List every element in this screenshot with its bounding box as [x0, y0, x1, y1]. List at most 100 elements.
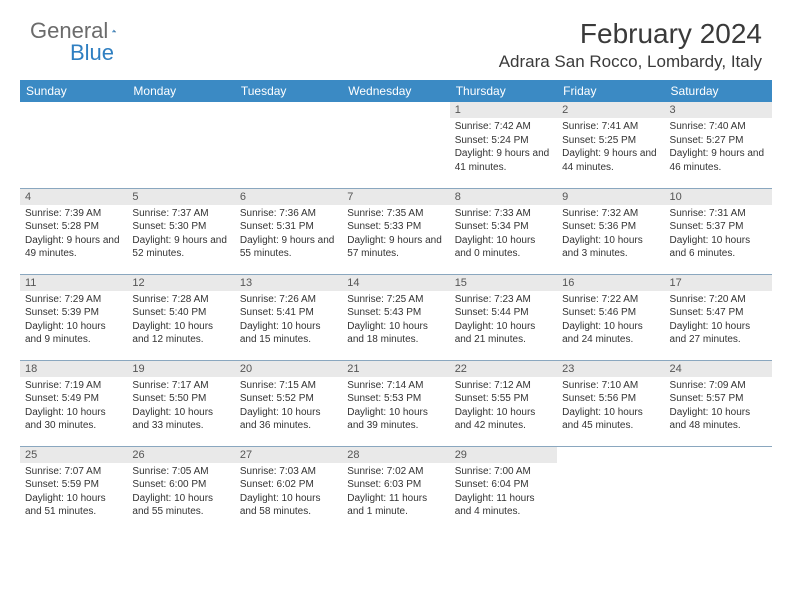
- sunrise-line: Sunrise: 7:40 AM: [670, 120, 767, 134]
- weekday-header: Friday: [557, 80, 664, 102]
- sunrise-line: Sunrise: 7:17 AM: [132, 379, 229, 393]
- calendar-day-cell: [235, 102, 342, 188]
- day-number: 8: [450, 189, 557, 205]
- sunset-line: Sunset: 5:41 PM: [240, 306, 337, 320]
- daylight-line: Daylight: 10 hours and 36 minutes.: [240, 406, 337, 433]
- calendar-day-cell: 25Sunrise: 7:07 AMSunset: 5:59 PMDayligh…: [20, 446, 127, 532]
- sunset-line: Sunset: 5:33 PM: [347, 220, 444, 234]
- calendar-week-row: 1Sunrise: 7:42 AMSunset: 5:24 PMDaylight…: [20, 102, 772, 188]
- calendar-day-cell: [665, 446, 772, 532]
- calendar-day-cell: [127, 102, 234, 188]
- sunset-line: Sunset: 6:03 PM: [347, 478, 444, 492]
- daylight-line: Daylight: 10 hours and 39 minutes.: [347, 406, 444, 433]
- sunset-line: Sunset: 5:43 PM: [347, 306, 444, 320]
- daylight-line: Daylight: 10 hours and 18 minutes.: [347, 320, 444, 347]
- calendar-day-cell: 9Sunrise: 7:32 AMSunset: 5:36 PMDaylight…: [557, 188, 664, 274]
- daylight-line: Daylight: 10 hours and 15 minutes.: [240, 320, 337, 347]
- day-details: Sunrise: 7:37 AMSunset: 5:30 PMDaylight:…: [127, 205, 234, 265]
- page-header: General February 2024 Adrara San Rocco, …: [0, 0, 792, 80]
- sunrise-line: Sunrise: 7:09 AM: [670, 379, 767, 393]
- sunset-line: Sunset: 5:59 PM: [25, 478, 122, 492]
- day-details: Sunrise: 7:19 AMSunset: 5:49 PMDaylight:…: [20, 377, 127, 437]
- calendar-day-cell: 16Sunrise: 7:22 AMSunset: 5:46 PMDayligh…: [557, 274, 664, 360]
- calendar-day-cell: 4Sunrise: 7:39 AMSunset: 5:28 PMDaylight…: [20, 188, 127, 274]
- sunrise-line: Sunrise: 7:33 AM: [455, 207, 552, 221]
- day-details: Sunrise: 7:41 AMSunset: 5:25 PMDaylight:…: [557, 118, 664, 178]
- day-details: Sunrise: 7:31 AMSunset: 5:37 PMDaylight:…: [665, 205, 772, 265]
- day-number: 27: [235, 447, 342, 463]
- day-number: 17: [665, 275, 772, 291]
- day-details: Sunrise: 7:39 AMSunset: 5:28 PMDaylight:…: [20, 205, 127, 265]
- calendar-day-cell: 3Sunrise: 7:40 AMSunset: 5:27 PMDaylight…: [665, 102, 772, 188]
- day-details: Sunrise: 7:25 AMSunset: 5:43 PMDaylight:…: [342, 291, 449, 351]
- sunrise-line: Sunrise: 7:39 AM: [25, 207, 122, 221]
- daylight-line: Daylight: 9 hours and 52 minutes.: [132, 234, 229, 261]
- daylight-line: Daylight: 9 hours and 57 minutes.: [347, 234, 444, 261]
- calendar-day-cell: 13Sunrise: 7:26 AMSunset: 5:41 PMDayligh…: [235, 274, 342, 360]
- day-details: Sunrise: 7:07 AMSunset: 5:59 PMDaylight:…: [20, 463, 127, 523]
- sunrise-line: Sunrise: 7:32 AM: [562, 207, 659, 221]
- day-details: Sunrise: 7:40 AMSunset: 5:27 PMDaylight:…: [665, 118, 772, 178]
- sunrise-line: Sunrise: 7:28 AM: [132, 293, 229, 307]
- day-details: Sunrise: 7:42 AMSunset: 5:24 PMDaylight:…: [450, 118, 557, 178]
- day-number: 20: [235, 361, 342, 377]
- daylight-line: Daylight: 10 hours and 42 minutes.: [455, 406, 552, 433]
- calendar-day-cell: 8Sunrise: 7:33 AMSunset: 5:34 PMDaylight…: [450, 188, 557, 274]
- day-number: 14: [342, 275, 449, 291]
- sunrise-line: Sunrise: 7:23 AM: [455, 293, 552, 307]
- calendar-day-cell: 18Sunrise: 7:19 AMSunset: 5:49 PMDayligh…: [20, 360, 127, 446]
- sunrise-line: Sunrise: 7:22 AM: [562, 293, 659, 307]
- day-number: 9: [557, 189, 664, 205]
- day-number: 18: [20, 361, 127, 377]
- sunset-line: Sunset: 5:37 PM: [670, 220, 767, 234]
- calendar-day-cell: [557, 446, 664, 532]
- day-details: Sunrise: 7:03 AMSunset: 6:02 PMDaylight:…: [235, 463, 342, 523]
- sunset-line: Sunset: 5:31 PM: [240, 220, 337, 234]
- daylight-line: Daylight: 9 hours and 46 minutes.: [670, 147, 767, 174]
- calendar-day-cell: 29Sunrise: 7:00 AMSunset: 6:04 PMDayligh…: [450, 446, 557, 532]
- day-number: 1: [450, 102, 557, 118]
- day-details: Sunrise: 7:02 AMSunset: 6:03 PMDaylight:…: [342, 463, 449, 523]
- sunset-line: Sunset: 6:04 PM: [455, 478, 552, 492]
- sunset-line: Sunset: 5:27 PM: [670, 134, 767, 148]
- day-number: 6: [235, 189, 342, 205]
- calendar-day-cell: 21Sunrise: 7:14 AMSunset: 5:53 PMDayligh…: [342, 360, 449, 446]
- sunset-line: Sunset: 5:46 PM: [562, 306, 659, 320]
- daylight-line: Daylight: 10 hours and 0 minutes.: [455, 234, 552, 261]
- daylight-line: Daylight: 10 hours and 51 minutes.: [25, 492, 122, 519]
- day-details: Sunrise: 7:17 AMSunset: 5:50 PMDaylight:…: [127, 377, 234, 437]
- day-details: Sunrise: 7:22 AMSunset: 5:46 PMDaylight:…: [557, 291, 664, 351]
- sunset-line: Sunset: 5:28 PM: [25, 220, 122, 234]
- daylight-line: Daylight: 10 hours and 33 minutes.: [132, 406, 229, 433]
- sunset-line: Sunset: 5:50 PM: [132, 392, 229, 406]
- sunrise-line: Sunrise: 7:02 AM: [347, 465, 444, 479]
- calendar-day-cell: 19Sunrise: 7:17 AMSunset: 5:50 PMDayligh…: [127, 360, 234, 446]
- day-number: 7: [342, 189, 449, 205]
- daylight-line: Daylight: 9 hours and 44 minutes.: [562, 147, 659, 174]
- sunset-line: Sunset: 5:55 PM: [455, 392, 552, 406]
- day-details: Sunrise: 7:09 AMSunset: 5:57 PMDaylight:…: [665, 377, 772, 437]
- day-number: 22: [450, 361, 557, 377]
- weekday-header: Sunday: [20, 80, 127, 102]
- title-block: February 2024 Adrara San Rocco, Lombardy…: [499, 18, 762, 72]
- logo-sail-icon: [112, 22, 116, 40]
- daylight-line: Daylight: 10 hours and 55 minutes.: [132, 492, 229, 519]
- sunrise-line: Sunrise: 7:42 AM: [455, 120, 552, 134]
- day-number: 25: [20, 447, 127, 463]
- day-number: 26: [127, 447, 234, 463]
- day-number: 3: [665, 102, 772, 118]
- sunset-line: Sunset: 5:56 PM: [562, 392, 659, 406]
- calendar-day-cell: [342, 102, 449, 188]
- sunset-line: Sunset: 5:25 PM: [562, 134, 659, 148]
- daylight-line: Daylight: 11 hours and 4 minutes.: [455, 492, 552, 519]
- sunrise-line: Sunrise: 7:15 AM: [240, 379, 337, 393]
- daylight-line: Daylight: 10 hours and 27 minutes.: [670, 320, 767, 347]
- sunrise-line: Sunrise: 7:19 AM: [25, 379, 122, 393]
- calendar-day-cell: 23Sunrise: 7:10 AMSunset: 5:56 PMDayligh…: [557, 360, 664, 446]
- day-details: Sunrise: 7:28 AMSunset: 5:40 PMDaylight:…: [127, 291, 234, 351]
- calendar-day-cell: 22Sunrise: 7:12 AMSunset: 5:55 PMDayligh…: [450, 360, 557, 446]
- weekday-header-row: Sunday Monday Tuesday Wednesday Thursday…: [20, 80, 772, 102]
- day-number: 13: [235, 275, 342, 291]
- sunrise-line: Sunrise: 7:20 AM: [670, 293, 767, 307]
- calendar-day-cell: 27Sunrise: 7:03 AMSunset: 6:02 PMDayligh…: [235, 446, 342, 532]
